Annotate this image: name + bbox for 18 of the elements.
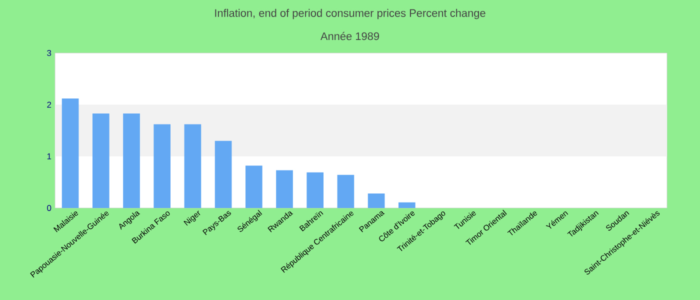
- bar: [245, 166, 262, 208]
- bar: [154, 124, 171, 208]
- chart-subtitle: Année 1989: [320, 32, 380, 40]
- y-tick-label: 3: [47, 50, 52, 56]
- bar: [214, 140, 232, 208]
- bar: [62, 98, 79, 208]
- bar: [398, 202, 416, 208]
- bar: [276, 170, 293, 208]
- y-tick-label: 2: [47, 102, 52, 108]
- bar: [337, 174, 354, 208]
- y-tick-label: 1: [47, 153, 52, 160]
- bar: [368, 194, 385, 208]
- chart-title: Inflation, end of period consumer prices Percent change: [215, 8, 486, 20]
- bar: [306, 172, 324, 208]
- bar: [184, 124, 202, 208]
- bar: [92, 113, 110, 208]
- bar: [123, 113, 140, 208]
- y-tick-label: 0: [47, 205, 52, 211]
